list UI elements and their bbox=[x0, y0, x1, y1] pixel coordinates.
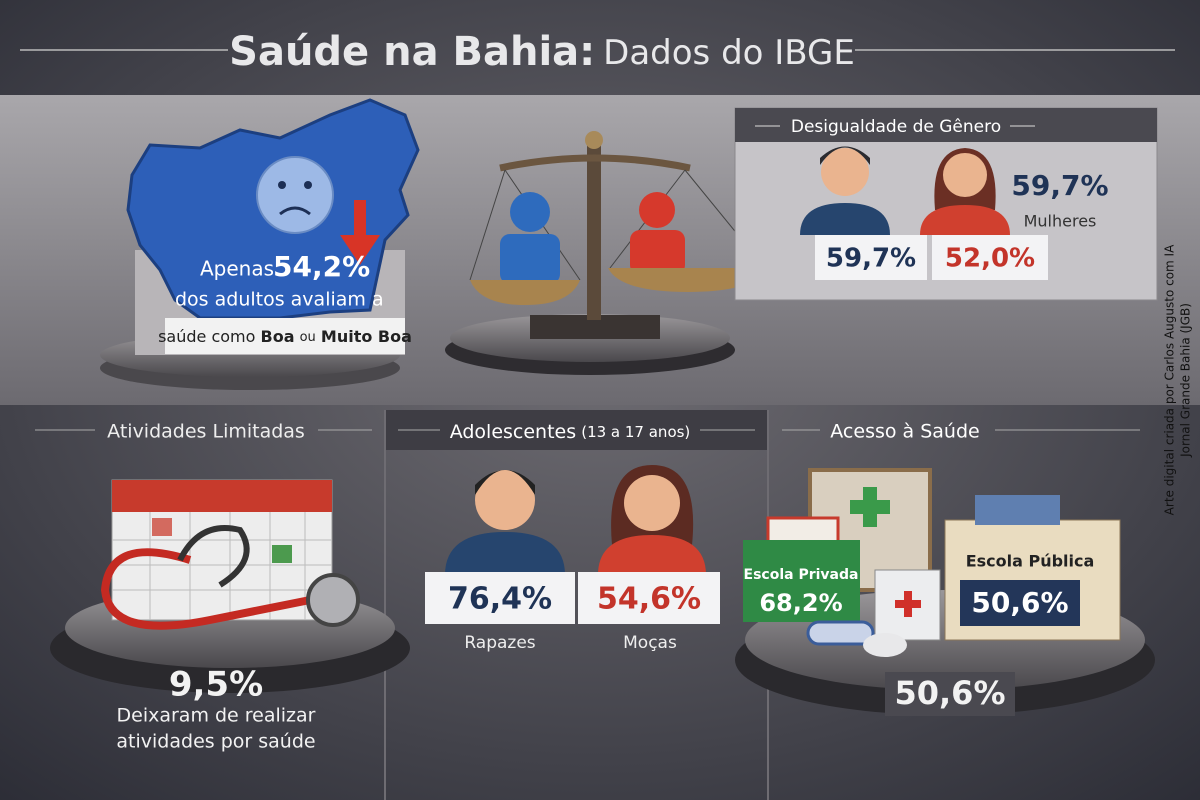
woman-body bbox=[920, 205, 1010, 235]
mouth bbox=[279, 206, 311, 216]
value-box bbox=[815, 235, 927, 280]
person-red bbox=[630, 230, 685, 275]
women-value: 52,0% bbox=[945, 244, 1035, 274]
highlight-value: 59,7% bbox=[1011, 169, 1108, 202]
calendar-mark bbox=[272, 545, 292, 563]
boy-body bbox=[445, 532, 565, 575]
self-rated-line: dos adultos avaliam a bbox=[175, 289, 384, 311]
boys-label: Rapazes bbox=[464, 633, 535, 653]
cross bbox=[904, 591, 912, 617]
label-box bbox=[165, 318, 405, 354]
scale-beam bbox=[499, 154, 691, 172]
self-rated-prefix: Apenas bbox=[200, 257, 274, 281]
pill bbox=[806, 620, 875, 646]
private-label: Escola Privada bbox=[744, 567, 859, 583]
scale-pan bbox=[608, 268, 768, 292]
girl-head bbox=[624, 475, 680, 531]
self-rated-value: 54,2% bbox=[273, 250, 370, 283]
scale-pan bbox=[470, 280, 580, 305]
adolescents-title: Adolescentes (13 a 17 anos) bbox=[450, 421, 691, 443]
public-value: 50,6% bbox=[971, 586, 1068, 619]
stethoscope-tube bbox=[100, 548, 311, 630]
pill bbox=[863, 633, 907, 657]
title-bold: Saúde na Bahia: bbox=[229, 29, 595, 75]
text-part: (13 a 17 anos) bbox=[581, 423, 690, 441]
girls-label: Moças bbox=[623, 633, 677, 653]
credit: Jornal Grande Bahia (JGB) bbox=[1179, 303, 1193, 458]
man-head bbox=[821, 148, 869, 196]
credit: Arte digital criada por Carlos Augusto c… bbox=[1163, 244, 1177, 515]
scale-pole bbox=[587, 140, 601, 320]
private-school bbox=[743, 540, 860, 622]
text-part: saúde como bbox=[158, 327, 255, 346]
text-part: Boa bbox=[261, 327, 295, 346]
woman-head bbox=[943, 153, 987, 197]
title-rest: Dados do IBGE bbox=[603, 33, 855, 73]
man-body bbox=[800, 203, 890, 235]
activities-line: atividades por saúde bbox=[116, 731, 315, 753]
person-blue bbox=[510, 192, 550, 232]
sad-face bbox=[256, 156, 334, 234]
boy-head bbox=[475, 470, 535, 530]
scale-top bbox=[585, 131, 603, 149]
private-value: 68,2% bbox=[759, 589, 842, 617]
self-rated-line: saúde como Boa ou Muito Boa bbox=[158, 327, 412, 346]
value-box bbox=[960, 580, 1080, 626]
girls-value: 54,6% bbox=[597, 582, 701, 617]
value-box bbox=[425, 572, 575, 624]
access-bottom-value: 50,6% bbox=[894, 674, 1005, 712]
girl-body bbox=[598, 535, 706, 575]
eye bbox=[278, 181, 286, 189]
gender-title: Desigualdade de Gênero bbox=[791, 117, 1001, 137]
calendar-top bbox=[112, 480, 332, 512]
value-box bbox=[578, 572, 720, 624]
string bbox=[469, 169, 506, 281]
eye bbox=[304, 181, 312, 189]
man-hair bbox=[820, 146, 870, 165]
activities-value: 9,5% bbox=[169, 665, 263, 705]
title: Saúde na Bahia: Dados do IBGE bbox=[229, 29, 855, 75]
stethoscope bbox=[177, 525, 250, 588]
person-red bbox=[639, 192, 675, 228]
boys-value: 76,4% bbox=[448, 582, 552, 617]
text-part: Adolescentes bbox=[450, 421, 576, 443]
boy-hair bbox=[475, 470, 535, 495]
value-box bbox=[885, 672, 1015, 716]
text-part: Muito Boa bbox=[321, 327, 412, 346]
school-roof bbox=[975, 495, 1060, 525]
public-label: Escola Pública bbox=[966, 552, 1095, 571]
down-arrow bbox=[340, 200, 380, 265]
person-blue bbox=[500, 234, 560, 284]
value-box bbox=[932, 235, 1048, 280]
men-value: 59,7% bbox=[826, 244, 916, 274]
gender-header bbox=[735, 108, 1157, 142]
activities-title: Atividades Limitadas bbox=[107, 421, 305, 443]
activities-line: Deixaram de realizar bbox=[117, 705, 316, 727]
calendar-mark bbox=[152, 518, 172, 536]
stethoscope-head bbox=[306, 573, 360, 627]
highlight-label: Mulheres bbox=[1024, 212, 1097, 231]
access-title: Acesso à Saúde bbox=[830, 421, 979, 443]
cross bbox=[863, 487, 877, 527]
text-part: ou bbox=[300, 330, 316, 345]
